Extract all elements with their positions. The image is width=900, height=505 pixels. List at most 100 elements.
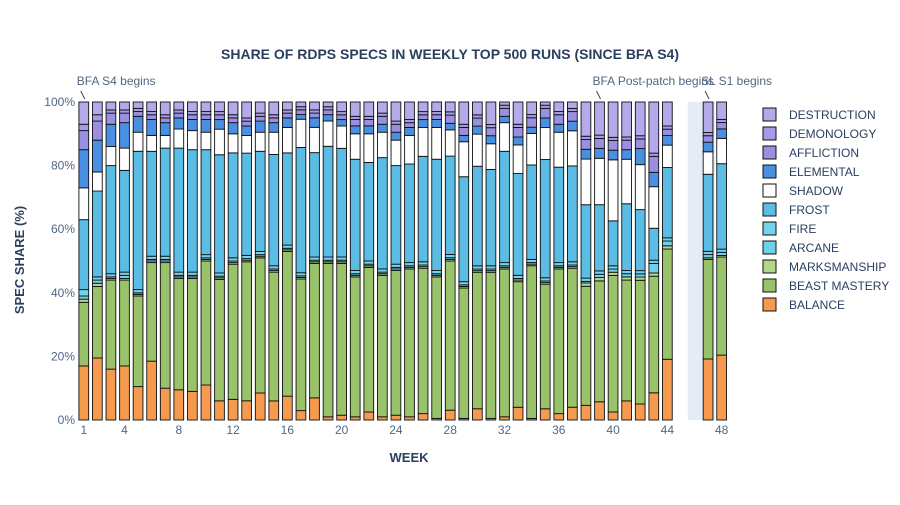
bar-segment-elemental [512,136,524,146]
bar-segment-demonology [173,109,185,114]
bar-segment-demonology [499,104,510,109]
bar-segment-fire [282,244,293,249]
bar-segment-destruction [309,101,320,111]
bar-segment-shadow [363,133,375,163]
bar-segment-balance [200,384,212,421]
bar-segment-marksmanship [662,245,673,250]
bar-segment-fire [539,277,551,282]
bar-segment-affliction [444,114,456,124]
bar-segment-fire [594,270,605,275]
bar-segment-frost [363,161,375,262]
bar-segment-affliction [458,126,470,136]
bar-segment-affliction [580,139,592,150]
bar-segment-destruction [539,101,551,106]
bar-segment-destruction [322,101,334,108]
bar-segment-affliction [634,138,646,150]
bar-segment-destruction [173,101,185,111]
bar-segment-destruction [444,101,456,113]
bar-segment-elemental [607,149,619,161]
bar-segment-shadow [553,131,565,168]
bar-segment-beast-mastery [607,275,619,413]
bar-segment-destruction [634,101,646,137]
bar-segment-fire [485,265,497,270]
bar-segment-beast-mastery [417,267,429,415]
bar-segment-beast-mastery [594,280,605,403]
y-tick-label: 40% [51,286,75,300]
bar-segment-balance [336,414,347,421]
bar-segment-shadow [173,128,185,149]
bar-segment-fire [309,256,320,261]
bar-segment-destruction [417,101,429,113]
annotation-pointer [80,90,86,100]
bar-segment-frost [594,204,605,272]
bar-segment-balance [553,413,565,421]
bar-segment-beast-mastery [580,285,592,406]
bar-segment-frost [648,227,660,261]
bar-segment-demonology [282,109,293,114]
bar-segment-destruction [377,101,388,114]
bar-segment-destruction [458,101,470,125]
bar-segment-destruction [526,101,537,116]
legend-label: BEAST MASTERY [789,279,889,293]
bar-segment-balance [390,414,402,421]
bar-segment-affliction [472,117,483,127]
bar-segment-destruction [648,101,660,154]
bar-segment-affliction [363,119,375,127]
bar-segment-destruction [621,101,632,138]
bar-segment-demonology [431,111,442,116]
bar-segment-shadow [539,127,551,160]
bar-segment-frost [241,152,252,256]
x-tick-label: 28 [444,423,458,437]
bar-segment-affliction [553,114,565,125]
bar-segment-destruction [472,101,483,116]
bar-segment-fire [349,270,361,275]
bar-segment-shadow [336,125,347,149]
bar-segment-balance [146,360,157,421]
bar-segment-frost [295,146,307,274]
bar-segment-destruction [227,101,239,116]
bar-segment-fire [404,262,415,267]
bar-segment-beast-mastery [702,258,714,360]
bar-segment-arcane [648,262,660,274]
bar-segment-shadow [404,134,415,165]
legend-label: FIRE [789,222,816,236]
bar-segment-frost [417,155,429,263]
bar-segment-demonology [485,124,497,129]
bar-segment-beast-mastery [621,279,632,402]
bar-segment-demonology [105,109,117,114]
legend-label: MARKSMANSHIP [789,260,886,274]
bar-segment-arcane [594,273,605,279]
bar-segment-beast-mastery [227,263,239,400]
bar-segment-frost [539,159,551,279]
bar-segment-beast-mastery [200,260,212,386]
y-tick-label: 60% [51,222,75,236]
bar-segment-fire [553,262,565,267]
bar-segment-destruction [553,101,565,112]
bar-segment-frost [254,150,266,252]
bar-segment-shadow [607,159,619,222]
bar-segment-demonology [472,114,483,119]
bar-segment-frost [173,147,185,273]
bar-segment-elemental [241,125,252,137]
bar-segment-destruction [594,101,605,136]
bar-segment-frost [553,166,565,264]
bar-segment-fire [132,289,144,294]
bar-segment-shadow [282,126,293,154]
bar-segment-elemental [268,122,280,133]
bar-segment-arcane [92,279,103,284]
bar-segment-elemental [227,122,239,135]
bar-segment-demonology [146,111,157,116]
bar-segment-affliction [105,112,117,125]
bar-segment-beast-mastery [241,261,252,402]
bar-segment-fire [567,261,578,266]
bar-segment-shadow [594,157,605,206]
bar-segment-beast-mastery [485,271,497,419]
legend-label: DESTRUCTION [789,108,876,122]
bar-segment-beast-mastery [377,274,388,418]
bar-segment-beast-mastery [268,271,280,402]
bar-segment-destruction [567,101,578,109]
bar-segment-demonology [159,114,171,119]
bar-segment-fire [159,255,171,260]
bar-segment-fire [499,262,510,267]
